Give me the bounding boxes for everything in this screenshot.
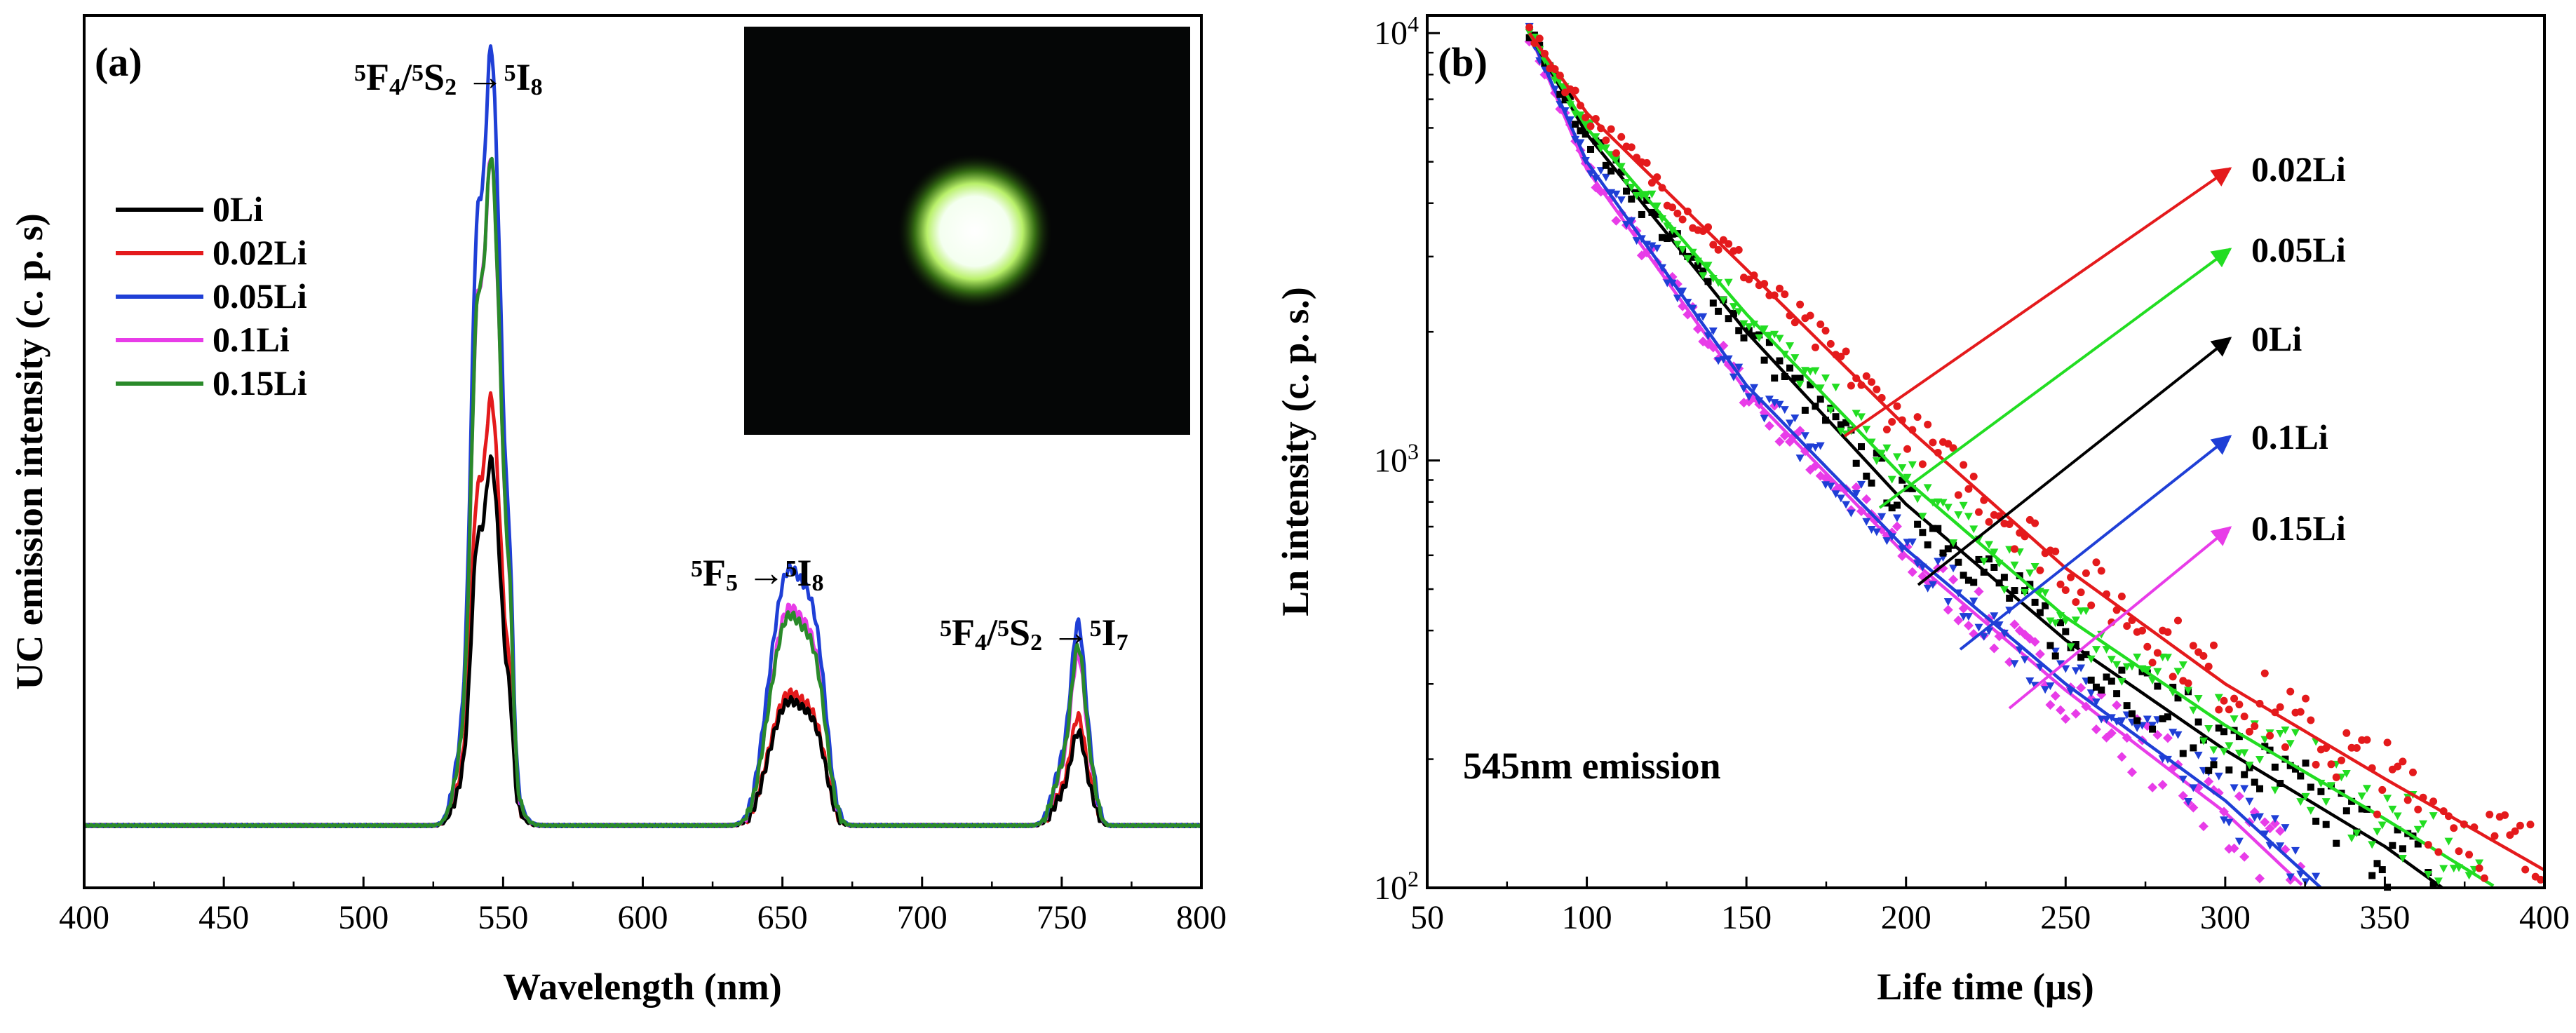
panel-b-scatter-0.1Li [1525,22,2321,886]
panel-a-xtick-label: 650 [757,899,808,936]
series-arrow-0Li [1917,337,2232,586]
panel-a-ticks: 400 450 500 550 600 650 700 750 800 [59,877,1227,936]
series-label-0.15Li: 0.15Li [2251,508,2346,548]
panel-a-xtick-label: 700 [897,899,948,936]
panel-a-xtick-label: 550 [478,899,528,936]
panel-b: 50 100 150 200 250 300 350 400 102 103 104 (b) Lif… [1274,11,2570,1008]
panel-b-xlabel: Life time (μs) [1877,966,2094,1008]
panel-b-series-labels: 0.02Li 0.05Li 0Li 0.1Li 0.15Li [1843,149,2346,710]
panel-a-xtick-label: 750 [1037,899,1087,936]
panel-a-series [83,44,1203,828]
series-arrow-0.05Li [1878,248,2232,509]
panel-b-fit-line-0.1Li [1528,32,2322,889]
panel-b-ytick-label: 102 [1374,866,1419,907]
panel-a-series-line-0.15Li [83,156,1202,828]
legend-label-0.02Li: 0.02Li [213,233,307,272]
panel-a-xtick-label: 500 [338,899,389,936]
panel-a-xtick-label: 800 [1176,899,1227,936]
panel-a-xtick-label: 400 [59,899,109,936]
panel-a-annotation-2: 5F5 →5I8 [691,552,824,596]
series-arrow-0.1Li [1959,435,2232,651]
series-label-0.05Li: 0.05Li [2251,230,2346,269]
panel-a: 400 450 500 550 600 650 700 750 800 (a) Waveleng… [8,14,1227,1008]
panel-a-label: (a) [95,39,142,85]
panel-b-annotation: 545nm emission [1463,745,1721,787]
panel-b-ytick-label: 104 [1374,11,1419,52]
legend-label-0.05Li: 0.05Li [213,276,307,316]
panel-a-annotation-1: 5F4/5S2 →5I8 [354,56,543,100]
series-label-0.1Li: 0.1Li [2251,417,2328,457]
panel-b-xtick-label: 300 [2200,899,2251,936]
panel-a-xtick-label: 600 [618,899,668,936]
panel-b-ytick-label: 103 [1374,439,1419,480]
panel-b-fit-line-0.05Li [1528,32,2495,888]
panel-b-fit-line-0.02Li [1528,32,2546,872]
series-label-0Li: 0Li [2251,319,2302,358]
panel-b-xtick-label: 100 [1562,899,1612,936]
panel-a-annotations: 5F4/5S2 →5I8 5F5 →5I8 5F4/5S2 →5I7 [354,56,1128,656]
inset-photo [744,27,1190,435]
panel-b-xtick-label: 400 [2519,899,2570,936]
panel-b-series [1524,22,2546,891]
panel-b-xtick-label: 200 [1881,899,1931,936]
legend-label-0.1Li: 0.1Li [213,320,290,359]
panel-a-legend: 0Li 0.02Li 0.05Li 0.1Li 0.15Li [116,189,307,403]
panel-b-label: (b) [1438,39,1488,85]
series-arrow-0.15Li [2008,526,2232,710]
panel-b-xtick-label: 350 [2359,899,2410,936]
panel-b-ylabel: Ln intensity (c. p. s.) [1274,287,1316,616]
panel-b-xtick-label: 50 [1410,899,1444,936]
panel-a-annotation-3: 5F4/5S2 →5I7 [940,612,1128,656]
panel-a-xlabel: Wavelength (nm) [503,966,782,1008]
panel-a-xtick-label: 450 [198,899,249,936]
panel-b-xtick-label: 150 [1721,899,1772,936]
panel-a-ylabel: UC emission intensity (c. p. s) [8,213,50,690]
series-arrow-0.02Li [1843,167,2232,438]
panel-a-series-line-0.02Li [83,391,1202,828]
legend-label-0.15Li: 0.15Li [213,363,307,403]
panel-b-ticks: 50 100 150 200 250 300 350 400 102 103 104 [1374,11,2570,936]
panel-b-xtick-label: 250 [2040,899,2091,936]
series-label-0.02Li: 0.02Li [2251,149,2346,189]
legend-label-0Li: 0Li [213,189,263,229]
